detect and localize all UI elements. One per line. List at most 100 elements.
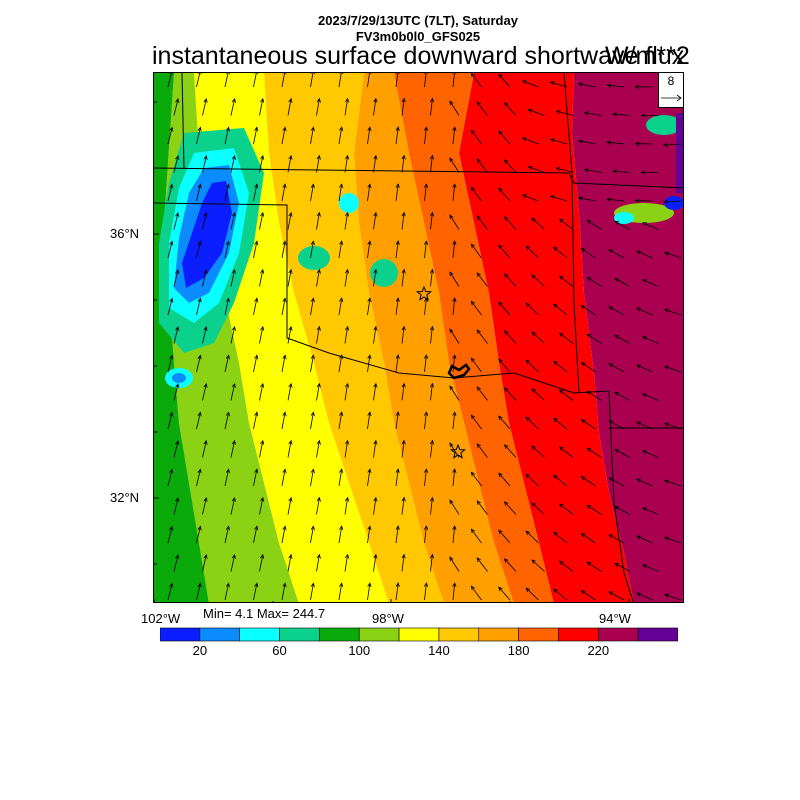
wind-arrow-shaft xyxy=(636,535,653,544)
wind-arrow-head xyxy=(553,360,558,366)
wind-arrow-shaft xyxy=(401,440,405,458)
wind-arrow-head xyxy=(203,211,208,217)
wind-arrow-head xyxy=(373,154,378,160)
wind-arrow-shaft xyxy=(559,446,574,458)
wind-arrow-head xyxy=(503,444,509,449)
wind-arrow-shaft xyxy=(449,157,460,173)
wind-arrow-head xyxy=(282,126,287,132)
wind-arrow-shaft xyxy=(167,298,173,316)
wind-arrow-head xyxy=(580,475,586,481)
wind-arrow-head xyxy=(531,388,536,393)
wind-arrow-shaft xyxy=(173,440,179,458)
wind-arrow-head xyxy=(614,221,620,226)
wind-arrow-shaft xyxy=(196,127,201,145)
wind-arrow-shaft xyxy=(525,473,539,487)
wind-arrow-shaft xyxy=(614,506,631,515)
wind-arrow-shaft xyxy=(281,526,286,544)
wind-arrow-head xyxy=(203,97,208,103)
wind-arrow-head xyxy=(197,582,202,588)
wind-arrow-head xyxy=(254,297,259,303)
wind-arrow-shaft xyxy=(310,526,314,544)
map-panel xyxy=(153,72,684,603)
wind-arrow-shaft xyxy=(316,383,320,401)
wind-arrow-head xyxy=(429,97,435,103)
wind-arrow-head xyxy=(169,354,174,360)
wind-arrow-shaft xyxy=(504,273,517,287)
wind-arrow-head xyxy=(525,587,531,593)
wind-arrow-shaft xyxy=(230,383,235,401)
wind-arrow-head xyxy=(553,588,558,594)
wind-arrow-head xyxy=(498,73,503,79)
wind-arrow-head xyxy=(339,354,344,360)
wind-arrow-head xyxy=(586,447,592,452)
wind-arrow-shaft xyxy=(498,472,511,487)
wind-arrow-shaft xyxy=(504,387,517,401)
wind-arrow-shaft xyxy=(636,250,653,259)
wind-arrow-shaft xyxy=(338,73,342,88)
wind-arrow-shaft xyxy=(663,143,682,146)
wind-arrow-head xyxy=(282,411,287,417)
wind-arrow-head xyxy=(614,449,620,454)
wind-arrow-head xyxy=(316,154,321,160)
wind-arrow-head xyxy=(429,496,435,502)
lon-label-102w: 102°W xyxy=(141,611,181,626)
wind-arrow-head xyxy=(608,534,614,539)
wind-arrow-head xyxy=(503,501,509,506)
colorbar-swatch xyxy=(598,627,639,642)
wind-arrow-head xyxy=(282,582,287,588)
wind-arrow-shaft xyxy=(664,594,682,601)
colorbar-swatch xyxy=(558,627,599,642)
colorbar-label: 100 xyxy=(348,643,371,658)
wind-arrow-shaft xyxy=(525,245,539,259)
wind-arrow-head xyxy=(423,525,429,531)
wind-arrow-shaft xyxy=(373,440,377,458)
wind-arrow-shaft xyxy=(559,389,574,401)
colorbar-label: 60 xyxy=(272,643,287,658)
wind-arrow-head xyxy=(225,582,230,588)
wind-arrow-shaft xyxy=(202,155,207,173)
wind-arrow-shaft xyxy=(401,155,405,173)
wind-arrow-shaft xyxy=(344,440,348,458)
wind-arrow-shaft xyxy=(310,469,314,487)
wind-arrow-head xyxy=(395,297,400,303)
wind-arrow-shaft xyxy=(202,212,207,230)
wind-arrow-head xyxy=(449,157,454,163)
wind-arrow-head xyxy=(260,211,265,217)
wind-arrow-shaft xyxy=(581,476,596,487)
wind-arrow-shaft xyxy=(586,390,602,401)
wind-arrow-shaft xyxy=(525,530,539,544)
wind-arrow-head xyxy=(373,496,378,502)
wind-arrow-head xyxy=(586,504,592,509)
wind-arrow-shaft xyxy=(636,592,653,601)
wind-arrow-head xyxy=(449,214,454,220)
wind-arrow-shaft xyxy=(196,412,201,430)
wind-arrow-shaft xyxy=(531,559,545,572)
wind-arrow-shaft xyxy=(224,412,229,430)
wind-arrow-head xyxy=(470,73,476,78)
colorbar-swatch xyxy=(637,627,678,642)
cloud-patch-ne-1 xyxy=(646,115,682,135)
wind-arrow-head xyxy=(452,411,457,416)
wind-arrow-head xyxy=(316,496,321,502)
cloud-patch-small-2 xyxy=(370,259,398,287)
wind-arrow-head xyxy=(175,497,180,502)
wind-arrow-head xyxy=(553,246,558,252)
wind-arrow-shaft xyxy=(196,184,201,202)
wind-arrow-head xyxy=(664,593,669,598)
wind-arrow-shaft xyxy=(202,326,207,344)
wind-arrow-shaft xyxy=(196,469,201,487)
wind-arrow-shaft xyxy=(202,497,207,515)
wind-arrow-head xyxy=(282,297,287,303)
wind-arrow-head xyxy=(452,468,457,473)
wind-arrow-head xyxy=(470,243,476,249)
wind-arrow-head xyxy=(344,154,350,160)
wind-arrow-shaft xyxy=(344,383,348,401)
wind-arrow-head xyxy=(344,439,350,445)
wind-arrow-shaft xyxy=(556,167,574,173)
wind-arrow-shaft xyxy=(584,112,602,116)
wind-arrow-head xyxy=(282,468,287,474)
wind-arrow-head xyxy=(476,443,481,448)
wind-arrow-shaft xyxy=(173,155,179,173)
wind-arrow-head xyxy=(503,387,509,392)
wind-arrow-shaft xyxy=(586,276,602,287)
